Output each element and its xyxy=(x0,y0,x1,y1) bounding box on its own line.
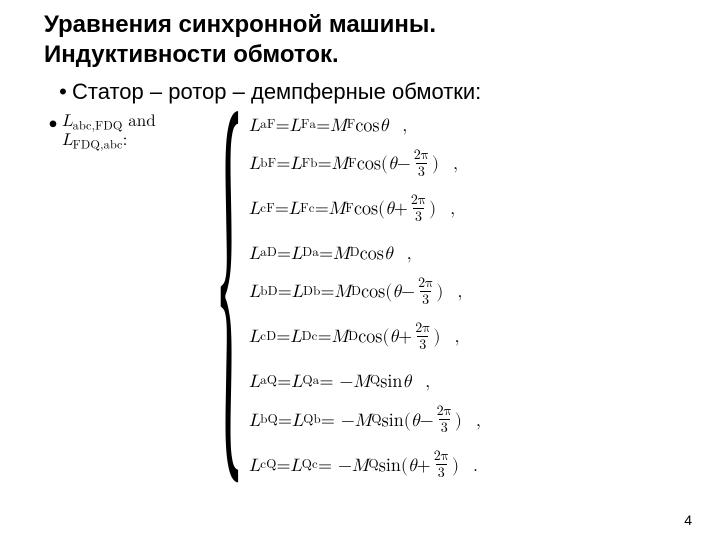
equation-row: LaQ = LQa = −MQ sin θ, xyxy=(249,373,481,391)
equation-row: LcF = LFc = MF cos(θ + 2π3), xyxy=(249,194,481,225)
equation-row: LaD = LDa = MD cos θ, xyxy=(249,245,481,263)
bullet-icon: • xyxy=(54,78,72,107)
main-bullet: • Статор – ротор – демпферные обмотки: xyxy=(54,78,686,107)
title-line-1: Уравнения синхронной машины. xyxy=(44,11,436,38)
equation-row: LbD = LDb = MD cos(θ − 2π3), xyxy=(249,277,481,308)
equation-row: LcD = LDc = MD cos(θ + 2π3), xyxy=(249,322,481,353)
word-and: and xyxy=(123,113,156,130)
equation-group: LaQ = LQa = −MQ sin θ, LbQ = LQb = −MQ si… xyxy=(249,373,481,481)
content-columns: • Labc,FDQ and LFDQ,abc: { LaF = LFa = M… xyxy=(44,111,686,495)
title-line-2: Индуктивности обмоток. xyxy=(44,41,339,68)
left-math: Labc,FDQ and LFDQ,abc: xyxy=(62,113,156,152)
slide: Уравнения синхронной машины. Индуктивнос… xyxy=(0,0,720,540)
equation-group: LaF = LFa = MF cos θ, LbF = LFb = MF cos(… xyxy=(249,117,481,225)
sub: FDQ,abc xyxy=(73,140,123,152)
equation-block: { LaF = LFa = MF cos θ,LbF = LFb = MF co… xyxy=(219,111,481,495)
page-number: 4 xyxy=(684,512,692,528)
main-bullet-text: Статор – ротор – демпферные обмотки: xyxy=(72,78,481,107)
equation-row: LbF = LFb = MF cos(θ − 2π3), xyxy=(249,149,481,180)
left-brace-icon: { xyxy=(219,105,241,495)
sym-L: L xyxy=(62,113,73,130)
equation-row: LbQ = LQb = −MQ sin(θ − 2π3), xyxy=(249,405,481,436)
sub: abc,FDQ xyxy=(73,120,123,132)
equations-list: LaF = LFa = MF cos θ, LbF = LFb = MF cos(… xyxy=(249,111,481,495)
slide-title: Уравнения синхронной машины. Индуктивнос… xyxy=(44,10,686,70)
left-bullet: • Labc,FDQ and LFDQ,abc: xyxy=(44,113,219,152)
equation-group: LaD = LDa = MD cos θ, LbD = LDb = MD cos(… xyxy=(249,245,481,353)
bullet-icon: • xyxy=(44,113,62,135)
left-column: • Labc,FDQ and LFDQ,abc: xyxy=(44,111,219,152)
equation-row: LaF = LFa = MF cos θ, xyxy=(249,117,481,135)
colon: : xyxy=(123,132,128,149)
sym-L: L xyxy=(62,132,73,149)
equation-row: LcQ = LQc = −MQ sin(θ + 2π3). xyxy=(249,450,481,481)
